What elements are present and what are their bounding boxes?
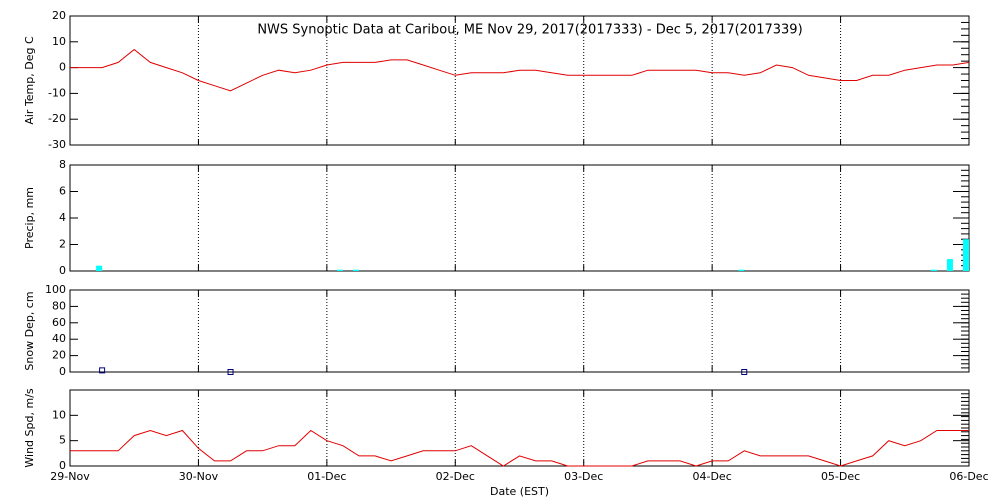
bar <box>96 265 103 271</box>
y-tick-label: 0 <box>59 264 66 277</box>
data-line <box>70 48 970 92</box>
y-tick-label: 20 <box>52 349 66 362</box>
y-tick-label: 4 <box>59 211 66 224</box>
y-tick-label: -20 <box>48 112 66 125</box>
x-tick-label: 29-Nov <box>50 470 90 483</box>
y-axis-label: Snow Dep, cm <box>23 291 36 370</box>
x-tick-label: 03-Dec <box>564 470 603 483</box>
y-tick-label: 60 <box>52 316 66 329</box>
bar <box>336 269 343 271</box>
x-tick-label: 06-Dec <box>949 470 988 483</box>
bar <box>946 259 953 271</box>
y-axis-label: Wind Spd, m/s <box>23 388 36 468</box>
y-tick-label: 10 <box>52 408 66 421</box>
y-tick-label: 80 <box>52 299 66 312</box>
y-tick-label: 100 <box>45 283 66 296</box>
y-axis-label: Air Temp, Deg C <box>23 36 36 125</box>
x-tick-label: 05-Dec <box>821 470 860 483</box>
y-tick-label: 10 <box>52 35 66 48</box>
y-tick-label: 0 <box>59 459 66 472</box>
bar <box>963 239 969 271</box>
bar <box>352 269 359 271</box>
y-tick-label: 0 <box>59 61 66 74</box>
y-tick-label: 20 <box>52 9 66 22</box>
marker <box>99 367 106 374</box>
bar <box>738 269 745 271</box>
y-tick-label: 5 <box>59 434 66 447</box>
chart-title: NWS Synoptic Data at Caribou, ME Nov 29,… <box>257 23 802 38</box>
marker <box>741 369 748 375</box>
y-tick-label: -30 <box>48 138 66 151</box>
x-tick-label: 02-Dec <box>436 470 475 483</box>
marker <box>227 369 234 375</box>
y-tick-label: 2 <box>59 238 66 251</box>
bar <box>930 269 937 271</box>
x-tick-label: 30-Nov <box>179 470 219 483</box>
x-tick-label: 04-Dec <box>693 470 732 483</box>
y-tick-label: -10 <box>48 86 66 99</box>
y-tick-label: 40 <box>52 332 66 345</box>
y-tick-label: 8 <box>59 158 66 171</box>
y-tick-label: 0 <box>59 365 66 378</box>
y-tick-label: 6 <box>59 185 66 198</box>
data-line <box>70 429 969 467</box>
x-tick-label: 01-Dec <box>307 470 346 483</box>
x-axis-label: Date (EST) <box>490 485 549 498</box>
y-axis-label: Precip, mm <box>23 187 36 249</box>
